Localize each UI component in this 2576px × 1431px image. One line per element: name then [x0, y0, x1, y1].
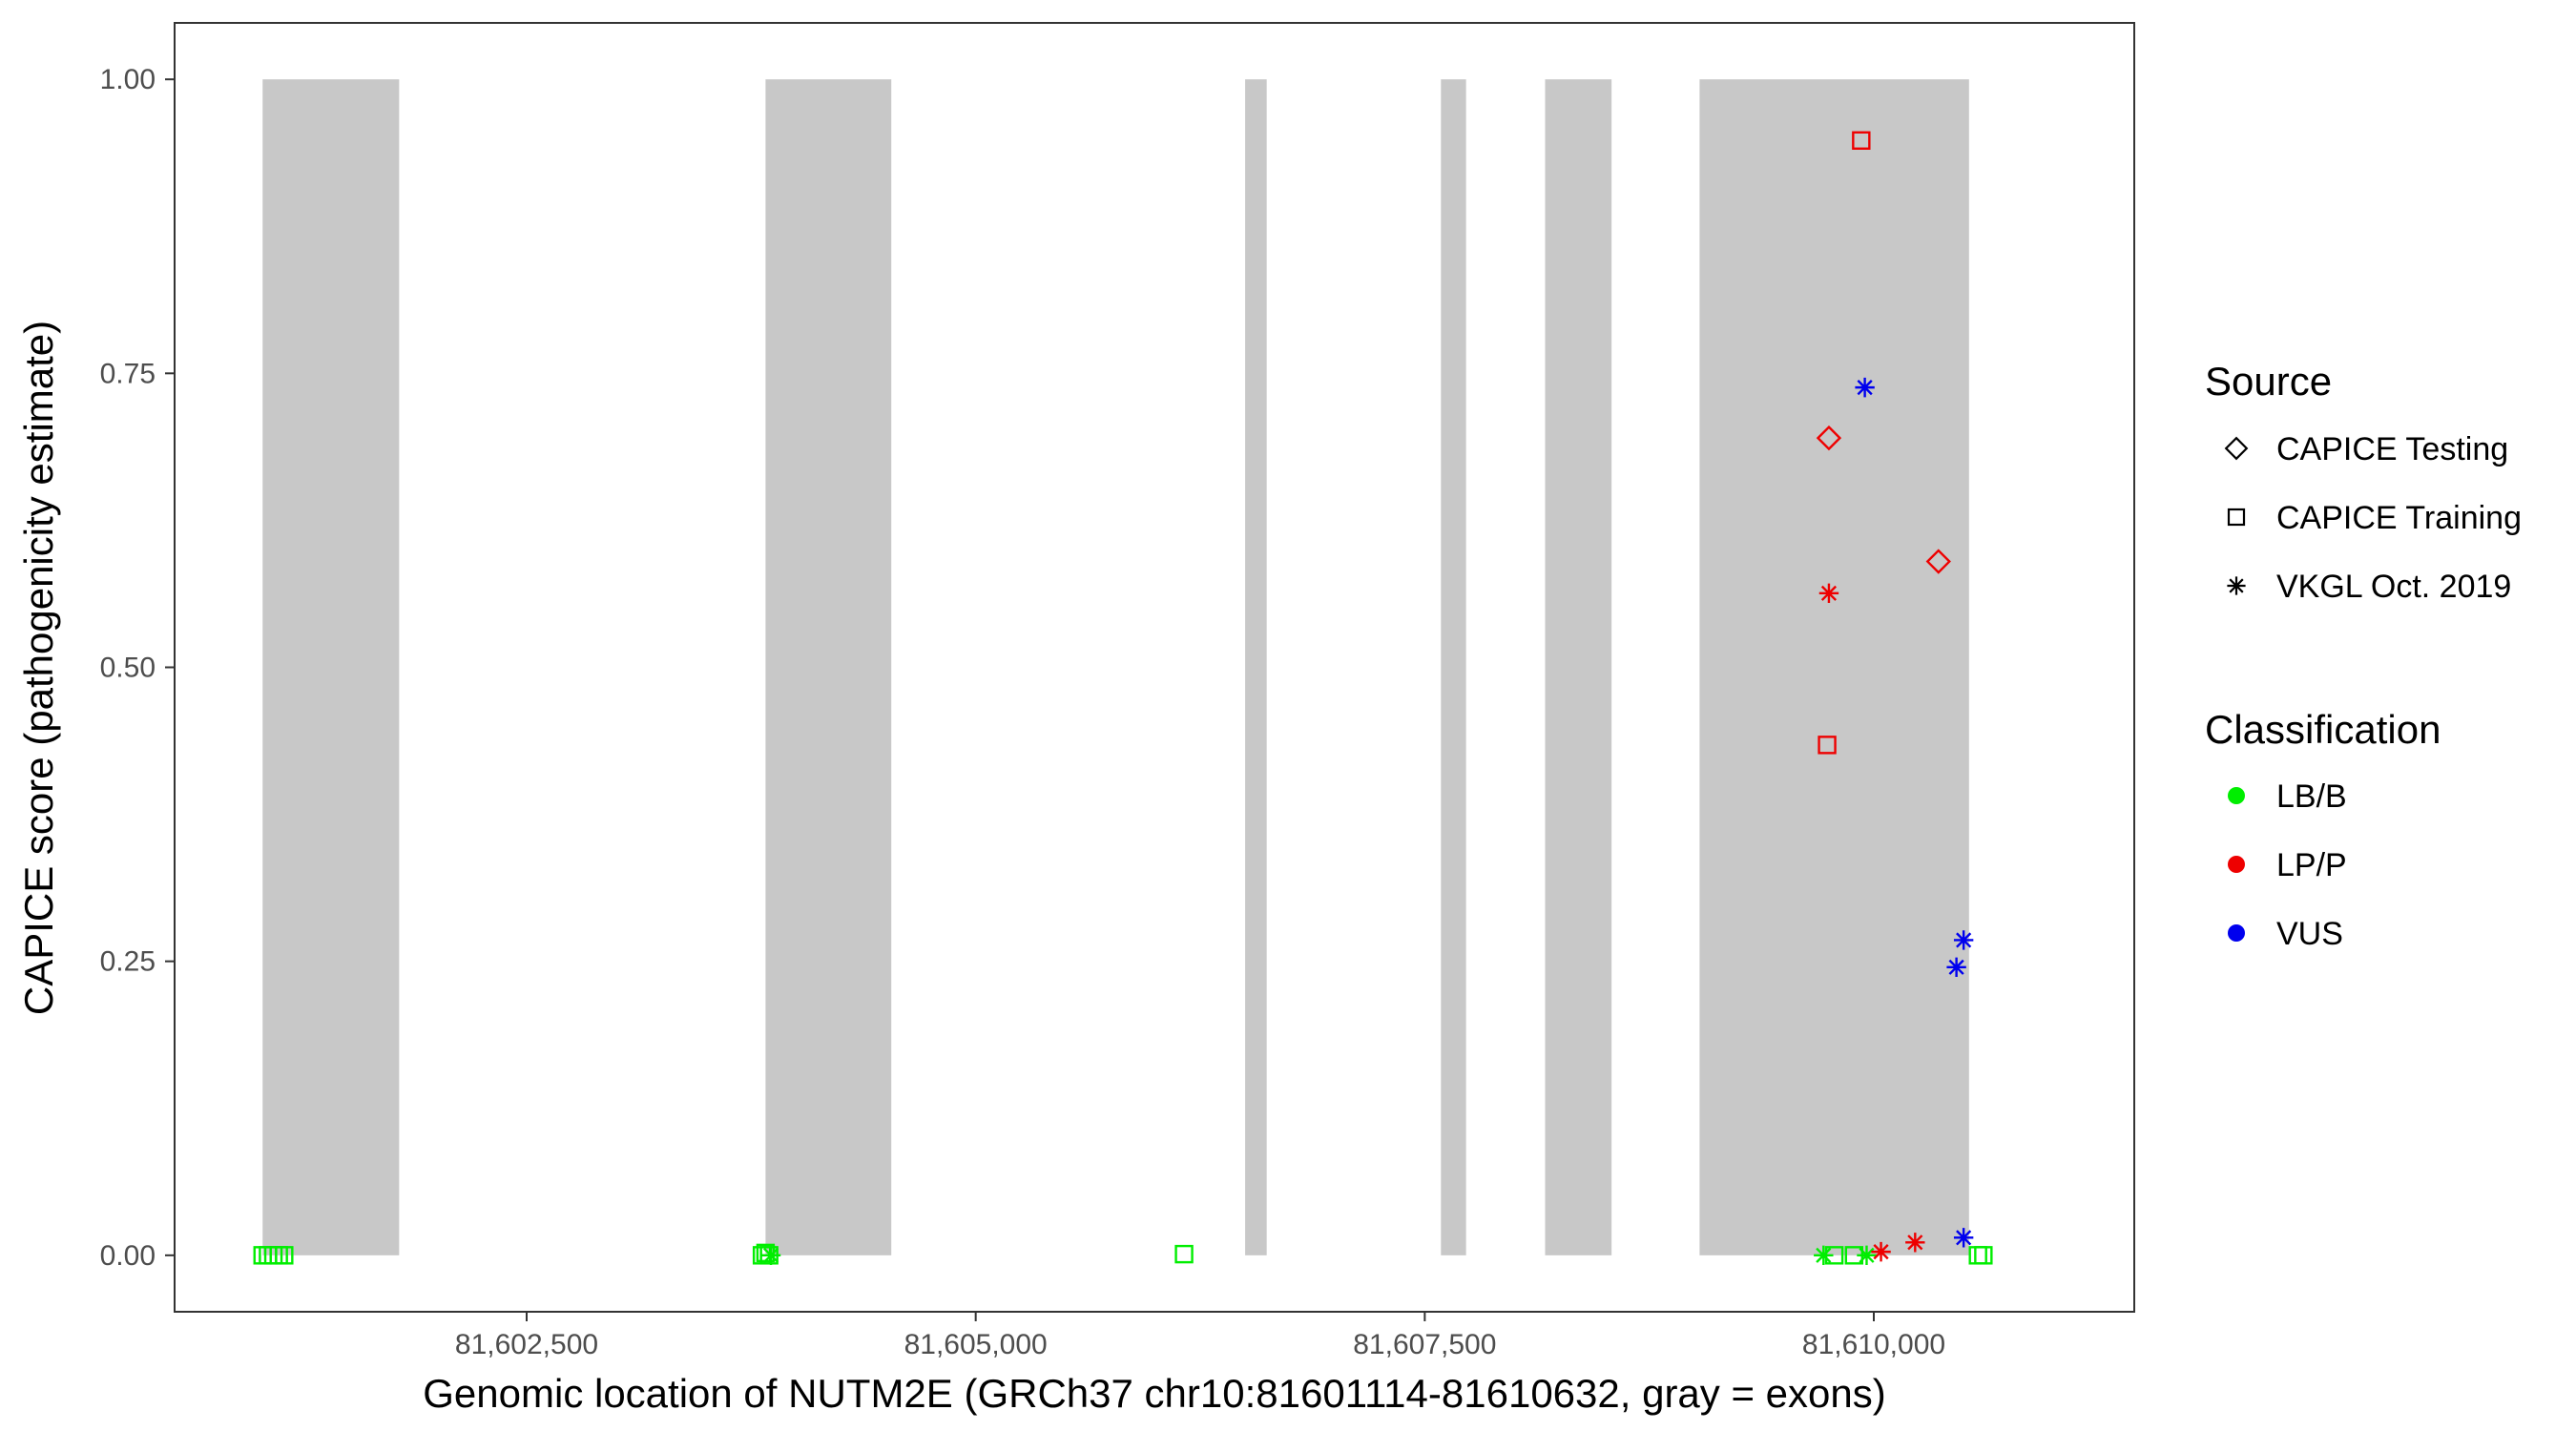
legend-class-item: VUS — [2228, 916, 2343, 952]
y-tick-label: 1.00 — [100, 64, 156, 95]
exon-band — [1245, 79, 1267, 1255]
legend-source-label: VKGL Oct. 2019 — [2276, 569, 2511, 605]
legend-color-dot — [2228, 787, 2245, 804]
y-tick-label: 0.25 — [100, 946, 156, 978]
legend-source-items: CAPICE Testing CAPICE Training VKGL Oct. 2… — [2224, 431, 2522, 605]
exon-band — [1545, 79, 1612, 1255]
data-point — [1946, 957, 1966, 978]
y-tick-label: 0.50 — [100, 653, 156, 684]
legend-key-square — [2227, 508, 2246, 527]
exon-band — [1441, 79, 1466, 1255]
legend-key-asterisk — [2227, 576, 2246, 595]
data-point — [1857, 1245, 1877, 1266]
legend-class-item: LP/P — [2228, 847, 2347, 883]
legend-classification-title: Classification — [2205, 707, 2441, 752]
x-tick-label: 81,602,500 — [455, 1329, 598, 1360]
x-axis: 81,602,500 81,605,000 81,607,500 81,610,000 — [455, 1312, 1945, 1360]
exon-band — [1699, 79, 1969, 1255]
y-tick-label: 0.00 — [100, 1240, 156, 1272]
legend-class-item: LB/B — [2228, 778, 2347, 815]
x-tick-label: 81,610,000 — [1802, 1329, 1945, 1360]
exon-band — [262, 79, 400, 1255]
legend-classification-items: LB/B LP/P VUS — [2228, 778, 2347, 952]
legend-color-dot — [2228, 924, 2245, 942]
data-point — [275, 1246, 294, 1265]
data-point — [1925, 549, 1951, 574]
y-axis-title: CAPICE score (pathogenicity estimate) — [16, 321, 61, 1015]
legend-source-label: CAPICE Training — [2276, 500, 2522, 536]
legend-source-title: Source — [2205, 359, 2332, 404]
legend-source-item: CAPICE Training — [2227, 500, 2522, 536]
legend-class-label: VUS — [2276, 916, 2343, 952]
y-tick-label: 0.75 — [100, 358, 156, 389]
data-point — [1905, 1233, 1925, 1253]
data-point — [1953, 930, 1974, 950]
data-point — [1871, 1241, 1891, 1262]
legend-class-label: LB/B — [2276, 778, 2347, 815]
data-point — [1818, 736, 1837, 755]
exon-bands — [262, 79, 1969, 1255]
data-point — [1855, 377, 1875, 398]
data-point — [760, 1245, 781, 1266]
y-axis: 0.00 0.25 0.50 0.75 1.00 — [100, 64, 175, 1272]
legend-source-label: CAPICE Testing — [2276, 431, 2508, 467]
legend: Source CAPICE Testing CAPICE Training VKGL… — [2205, 359, 2522, 952]
x-axis-title: Genomic location of NUTM2E (GRCh37 chr10… — [423, 1371, 1885, 1416]
legend-key-diamond — [2224, 436, 2249, 461]
data-point — [1953, 1228, 1974, 1248]
data-point — [1174, 1244, 1194, 1264]
legend-source-item: VKGL Oct. 2019 — [2227, 569, 2511, 605]
data-point — [1824, 1246, 1844, 1265]
x-tick-label: 81,605,000 — [904, 1329, 1048, 1360]
data-points — [253, 131, 1993, 1266]
exon-band — [765, 79, 892, 1255]
data-point — [1814, 1245, 1834, 1266]
data-point — [1974, 1246, 1993, 1265]
legend-color-dot — [2228, 856, 2245, 873]
x-tick-label: 81,607,500 — [1353, 1329, 1496, 1360]
legend-class-label: LP/P — [2276, 847, 2347, 883]
legend-source-item: CAPICE Testing — [2224, 431, 2508, 467]
data-point — [1818, 583, 1839, 604]
data-point — [1816, 425, 1842, 451]
data-point — [1852, 131, 1871, 150]
